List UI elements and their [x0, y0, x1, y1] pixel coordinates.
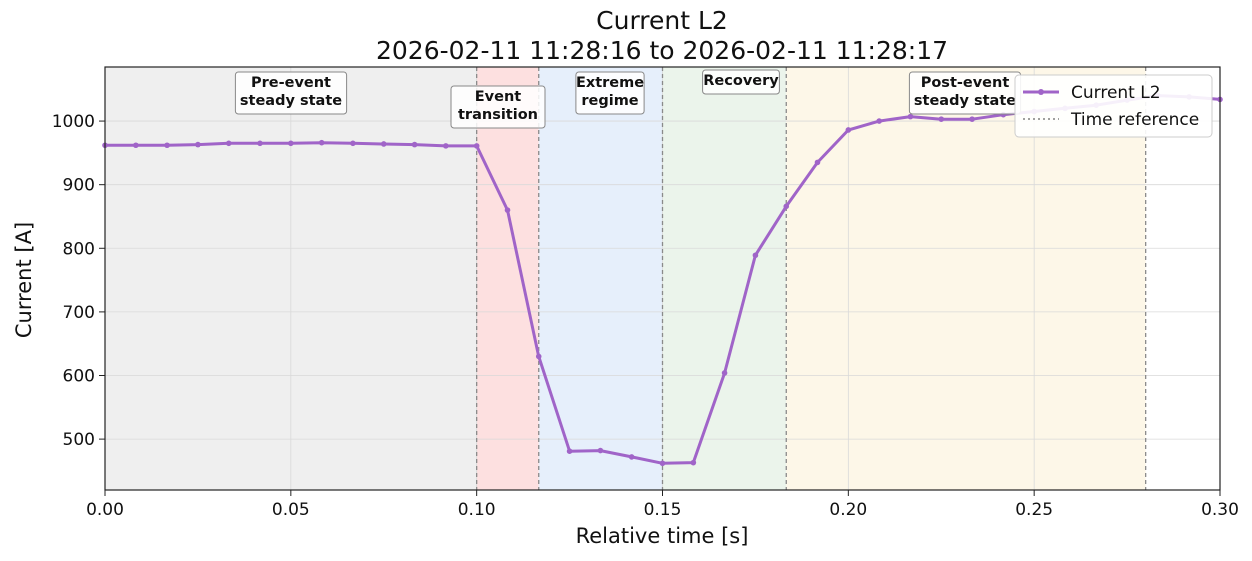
region-label-3: Recovery — [703, 73, 779, 89]
x-tick-label-2: 0.10 — [458, 500, 496, 520]
region-label-line: Recovery — [703, 73, 779, 89]
region-label-2: Extreme regime — [576, 75, 644, 109]
regions-layer — [105, 67, 1146, 490]
data-point — [288, 140, 294, 147]
data-point — [473, 143, 480, 149]
x-tick-label-4: 0.20 — [829, 500, 867, 520]
data-point — [535, 353, 542, 360]
region-label-box-1 — [450, 85, 546, 129]
data-point — [907, 113, 914, 120]
x-tick-label-0: 0.00 — [86, 500, 124, 520]
data-point — [257, 140, 263, 147]
region-label-1: Event transition — [458, 89, 538, 123]
data-point — [721, 370, 728, 376]
region-label-line: Extreme — [576, 75, 644, 91]
data-point — [164, 142, 170, 149]
y-tick-label-5: 1000 — [52, 112, 95, 132]
data-point — [350, 140, 356, 147]
data-point — [659, 460, 666, 467]
data-point — [752, 252, 759, 259]
data-point — [225, 140, 232, 147]
x-axis-label: Relative time [s] — [576, 524, 749, 548]
legend: Current L2 Time reference — [1014, 74, 1213, 138]
data-point — [628, 454, 635, 460]
legend-label-time-reference: Time reference — [1070, 110, 1199, 130]
region-label-box-3 — [702, 69, 780, 95]
region-label-line: steady state — [240, 93, 342, 109]
x-tick-label-6: 0.30 — [1201, 500, 1239, 520]
x-tick-label-1: 0.05 — [272, 500, 310, 520]
data-point — [443, 143, 449, 149]
x-tick-label-5: 0.25 — [1015, 500, 1053, 520]
legend-box — [1014, 74, 1213, 138]
data-point — [814, 159, 821, 166]
region-label-line: Event — [475, 89, 522, 105]
region-label-box-0 — [234, 71, 348, 115]
region-shade-1 — [476, 67, 539, 490]
chart-title: Current L2 — [596, 6, 728, 35]
y-tick-label-2: 700 — [63, 303, 95, 323]
y-tick-label-1: 600 — [63, 367, 95, 387]
data-point — [133, 142, 139, 149]
ticks-layer: 0.00 0.05 0.10 0.15 0.20 0.25 0.30 500 600 700 800… — [52, 112, 1239, 520]
data-point — [566, 448, 573, 454]
data-point — [380, 141, 387, 147]
y-tick-label-0: 500 — [63, 430, 95, 450]
data-point — [938, 116, 945, 122]
region-labels-layer: Pre-event steady state Event transition Extr… — [234, 69, 1022, 129]
region-shade-3 — [662, 67, 787, 490]
region-label-4: Post-event steady state — [914, 75, 1016, 109]
region-label-line: Post-event — [921, 75, 1010, 91]
region-shade-2 — [538, 67, 663, 490]
region-label-box-2 — [575, 71, 645, 115]
data-point — [411, 141, 418, 148]
region-label-0: Pre-event steady state — [240, 75, 342, 109]
data-point — [195, 141, 201, 148]
data-point — [597, 447, 604, 454]
x-tick-label-3: 0.15 — [644, 500, 682, 520]
legend-marker-current-l2 — [1038, 89, 1044, 95]
chart-subtitle: 2026-02-11 11:28:16 to 2026-02-11 11:28:… — [376, 36, 948, 65]
data-point — [876, 118, 882, 124]
y-tick-label-3: 800 — [63, 239, 95, 259]
data-point — [845, 127, 852, 133]
data-point — [690, 459, 697, 466]
region-label-line: regime — [581, 93, 638, 109]
region-label-line: transition — [458, 107, 538, 123]
data-point — [783, 203, 790, 210]
data-point — [504, 207, 511, 213]
region-label-line: Pre-event — [251, 75, 331, 91]
legend-label-current-l2: Current L2 — [1071, 83, 1161, 103]
data-point — [969, 116, 975, 122]
y-tick-label-4: 900 — [63, 176, 95, 196]
region-label-line: steady state — [914, 93, 1016, 109]
y-axis-label: Current [A] — [12, 222, 36, 338]
data-point — [318, 139, 325, 146]
